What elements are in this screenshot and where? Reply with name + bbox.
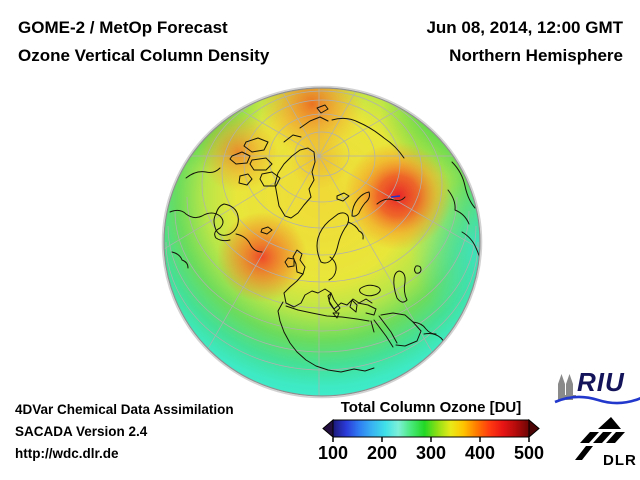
assimilation-label: 4DVar Chemical Data Assimilation	[15, 402, 234, 417]
tick-label-100: 100	[317, 443, 349, 463]
riu-cathedral-icon	[558, 374, 576, 400]
riu-logo: RIU	[554, 367, 640, 406]
graticule	[164, 88, 480, 396]
ozone-hotspot-arctic	[260, 88, 364, 156]
globe-outer-ring	[161, 85, 483, 399]
version-label: SACADA Version 2.4	[15, 424, 148, 439]
colorbar-gradient	[332, 419, 530, 438]
colorbar-right-arrow	[528, 419, 540, 439]
dlr-logo: DLR	[567, 416, 640, 472]
colorbar: Total Column Ozone [DU] 100 200 300 400 …	[318, 399, 544, 469]
website-url: http://wdc.dlr.de	[15, 446, 119, 461]
hemisphere-label: Northern Hemisphere	[449, 46, 623, 65]
colorbar-tick-labels: 100 200 300 400 500	[318, 443, 544, 463]
tick-label-500: 500	[513, 443, 545, 463]
colorbar-scale	[322, 419, 540, 442]
ozone-hotspot-canada	[198, 112, 278, 192]
product-title: GOME-2 / MetOp Forecast	[18, 18, 228, 37]
globe-limb	[163, 87, 481, 397]
riu-wave-icon	[554, 395, 640, 405]
colorbar-left-arrow	[322, 419, 334, 439]
colorbar-title: Total Column Ozone [DU]	[340, 399, 522, 416]
product-subtitle: Ozone Vertical Column Density	[18, 46, 270, 65]
dlr-logo-text: DLR	[603, 452, 637, 469]
globe-map	[161, 85, 483, 399]
colorbar-ticks	[332, 437, 530, 442]
tick-label-200: 200	[366, 443, 398, 463]
forecast-datetime: Jun 08, 2014, 12:00 GMT	[426, 18, 623, 37]
river-mark	[390, 195, 401, 198]
tick-label-300: 300	[415, 443, 447, 463]
dlr-mark-icon	[575, 417, 625, 460]
riu-logo-text: RIU	[577, 367, 625, 397]
tick-label-400: 400	[464, 443, 496, 463]
coastlines	[169, 104, 480, 373]
